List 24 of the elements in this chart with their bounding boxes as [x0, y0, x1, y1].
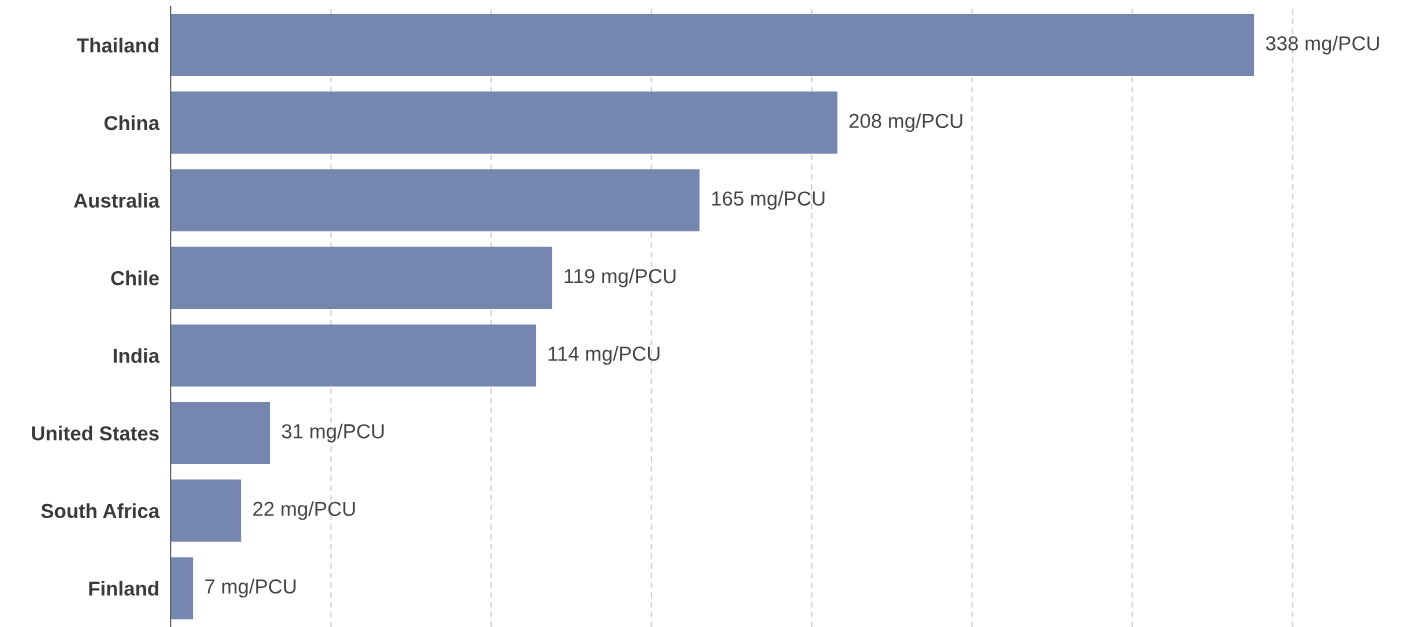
y-tick-label: United States: [32, 425, 159, 441]
bar: [170, 91, 838, 154]
bar: [170, 401, 271, 465]
bar: [170, 169, 700, 232]
y-tick-label: Thailand: [76, 37, 159, 53]
bar: [170, 557, 194, 620]
bar: [170, 246, 553, 309]
y-tick-label: Chile: [111, 270, 159, 286]
data-label: 22 mg/PCU: [253, 501, 355, 520]
y-tick-label: South Africa: [41, 503, 160, 519]
data-label: 165 mg/PCU: [712, 190, 825, 210]
y-tick-label: Finland: [89, 580, 159, 596]
bar: [170, 324, 537, 387]
data-label: 114 mg/PCU: [548, 346, 660, 365]
bar: [170, 479, 242, 542]
data-label: 338 mg/PCU: [1265, 35, 1379, 55]
data-label: 31 mg/PCU: [281, 423, 384, 443]
data-label: 7 mg/PCU: [205, 578, 296, 598]
y-tick-label: India: [113, 348, 160, 363]
data-label: 119 mg/PCU: [564, 268, 676, 288]
y-tick-label: China: [104, 115, 160, 131]
y-tick-label: Australia: [73, 192, 160, 208]
bar: [170, 14, 1255, 77]
data-label: 208 mg/PCU: [849, 113, 963, 133]
